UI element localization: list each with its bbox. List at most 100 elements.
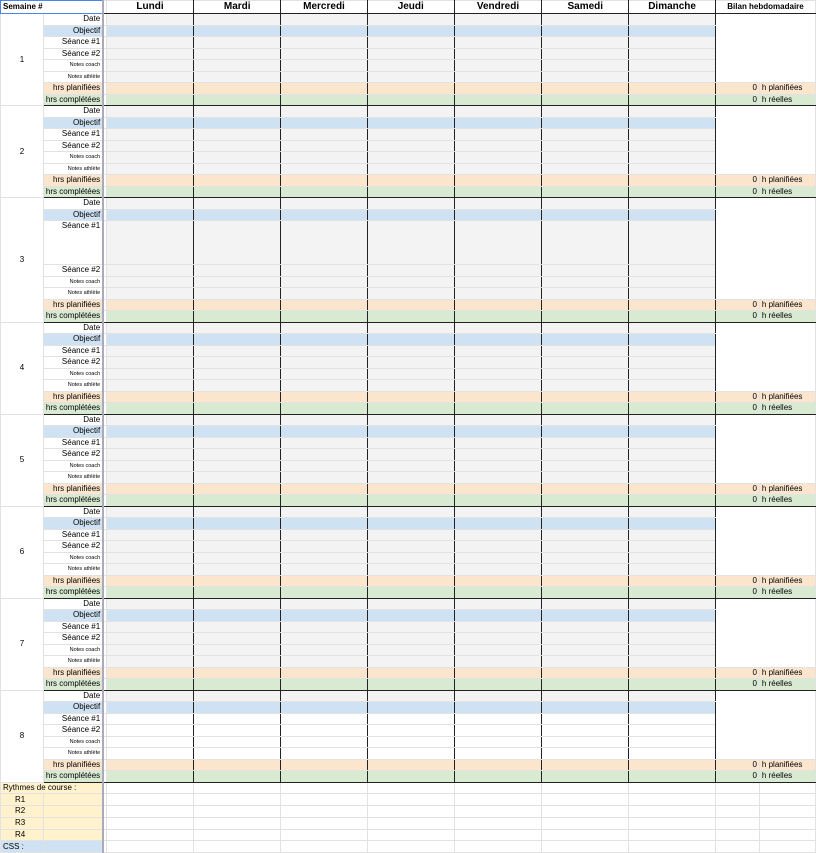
day-cell[interactable]: [105, 735, 195, 748]
day-cell[interactable]: [453, 574, 543, 587]
day-cell[interactable]: [541, 139, 630, 152]
day-cell[interactable]: [628, 413, 716, 426]
day-cell[interactable]: [366, 82, 455, 95]
day-cell[interactable]: [628, 298, 716, 311]
day-cell[interactable]: [541, 390, 630, 403]
day-cell[interactable]: [105, 448, 195, 461]
day-cell[interactable]: [541, 724, 630, 737]
day-cell[interactable]: [193, 116, 282, 129]
day-cell[interactable]: [193, 220, 282, 265]
day-cell[interactable]: [105, 275, 195, 288]
day-cell[interactable]: [105, 197, 195, 210]
day-cell[interactable]: [105, 609, 195, 622]
day-cell[interactable]: [541, 701, 630, 714]
day-cell[interactable]: [280, 82, 368, 95]
day-cell[interactable]: [105, 655, 195, 668]
day-cell[interactable]: [541, 494, 630, 507]
day-cell[interactable]: [541, 310, 630, 323]
day-cell[interactable]: [105, 459, 195, 472]
day-cell[interactable]: [280, 402, 368, 415]
day-cell[interactable]: [628, 390, 716, 403]
empty-cell[interactable]: [758, 816, 816, 830]
day-cell[interactable]: [628, 459, 716, 472]
day-cell[interactable]: [105, 494, 195, 507]
day-cell[interactable]: [366, 344, 455, 357]
day-cell[interactable]: [280, 310, 368, 323]
day-cell[interactable]: [105, 402, 195, 415]
day-cell[interactable]: [628, 482, 716, 495]
empty-cell[interactable]: [105, 781, 195, 795]
day-cell[interactable]: [105, 151, 195, 164]
day-cell[interactable]: [105, 367, 195, 380]
day-cell[interactable]: [628, 402, 716, 415]
day-cell[interactable]: [193, 59, 282, 72]
day-cell[interactable]: [280, 551, 368, 564]
day-cell[interactable]: [628, 379, 716, 392]
day-cell[interactable]: [366, 609, 455, 622]
day-cell[interactable]: [280, 287, 368, 300]
day-cell[interactable]: [280, 517, 368, 530]
day-cell[interactable]: [105, 47, 195, 60]
day-cell[interactable]: [628, 220, 716, 265]
day-cell[interactable]: [193, 735, 282, 748]
day-cell[interactable]: [366, 356, 455, 369]
day-cell[interactable]: [628, 735, 716, 748]
day-cell[interactable]: [193, 712, 282, 725]
day-cell[interactable]: [366, 413, 455, 426]
empty-cell[interactable]: [628, 793, 716, 807]
day-cell[interactable]: [193, 344, 282, 357]
day-cell[interactable]: [541, 655, 630, 668]
day-cell[interactable]: [628, 436, 716, 449]
day-cell[interactable]: [366, 70, 455, 83]
day-cell[interactable]: [453, 540, 543, 553]
empty-cell[interactable]: [541, 828, 630, 842]
pace-value[interactable]: [42, 793, 104, 807]
day-cell[interactable]: [193, 436, 282, 449]
day-cell[interactable]: [628, 24, 716, 37]
day-cell[interactable]: [105, 70, 195, 83]
day-cell[interactable]: [541, 666, 630, 679]
day-cell[interactable]: [193, 82, 282, 95]
day-cell[interactable]: [105, 13, 195, 26]
day-cell[interactable]: [453, 712, 543, 725]
day-cell[interactable]: [366, 47, 455, 60]
day-cell[interactable]: [105, 59, 195, 72]
day-cell[interactable]: [193, 770, 282, 783]
day-cell[interactable]: [280, 758, 368, 771]
day-cell[interactable]: [366, 494, 455, 507]
empty-cell[interactable]: [758, 781, 816, 795]
day-cell[interactable]: [628, 609, 716, 622]
day-cell[interactable]: [280, 505, 368, 518]
day-cell[interactable]: [105, 689, 195, 702]
day-cell[interactable]: [628, 321, 716, 334]
day-cell[interactable]: [541, 609, 630, 622]
day-cell[interactable]: [193, 666, 282, 679]
empty-cell[interactable]: [715, 805, 760, 818]
day-cell[interactable]: [105, 344, 195, 357]
day-cell[interactable]: [105, 551, 195, 564]
day-cell[interactable]: [628, 666, 716, 679]
day-cell[interactable]: [453, 413, 543, 426]
day-cell[interactable]: [280, 712, 368, 725]
day-cell[interactable]: [541, 689, 630, 702]
day-cell[interactable]: [628, 528, 716, 541]
day-cell[interactable]: [193, 563, 282, 576]
day-cell[interactable]: [366, 151, 455, 164]
empty-cell[interactable]: [453, 805, 543, 818]
day-cell[interactable]: [105, 390, 195, 403]
day-cell[interactable]: [628, 551, 716, 564]
summary-notes-cell[interactable]: [715, 105, 816, 175]
day-cell[interactable]: [193, 425, 282, 438]
day-cell[interactable]: [453, 310, 543, 323]
day-cell[interactable]: [628, 264, 716, 277]
day-cell[interactable]: [628, 643, 716, 656]
day-cell[interactable]: [453, 367, 543, 380]
day-cell[interactable]: [541, 128, 630, 141]
day-cell[interactable]: [280, 724, 368, 737]
day-cell[interactable]: [366, 597, 455, 610]
day-cell[interactable]: [193, 333, 282, 346]
day-cell[interactable]: [541, 333, 630, 346]
day-cell[interactable]: [105, 724, 195, 737]
day-cell[interactable]: [541, 116, 630, 129]
day-cell[interactable]: [628, 689, 716, 702]
